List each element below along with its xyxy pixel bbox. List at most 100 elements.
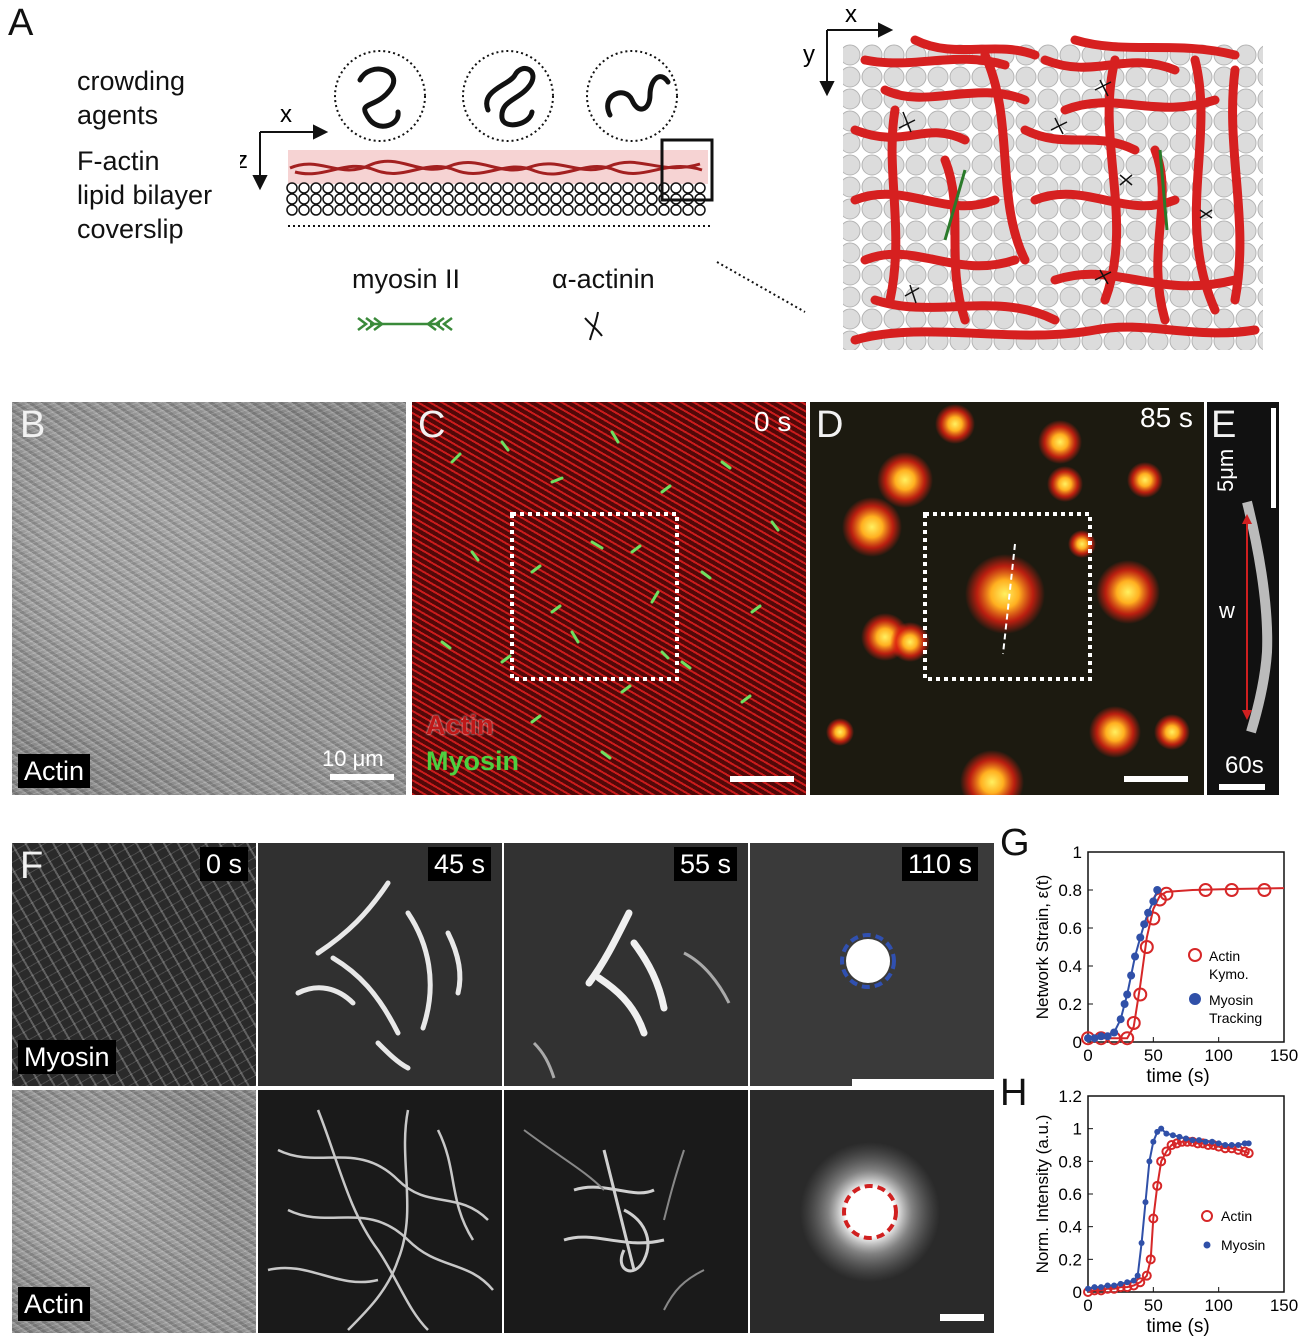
actin-aster-110: [800, 1142, 984, 1321]
panel-e-vscalebar: [1271, 408, 1276, 508]
panel-e-hscalebar: [1219, 784, 1265, 790]
legend-label: Actin: [1221, 1208, 1252, 1224]
x-axis-label: time (s): [1146, 1316, 1209, 1337]
data-point: [1189, 1137, 1196, 1144]
data-point: [1152, 1180, 1163, 1191]
y-tick-label: 0.2: [1058, 1250, 1082, 1269]
y-tick-label: 0.6: [1058, 1185, 1082, 1204]
actinin-label: α-actinin: [552, 264, 655, 294]
zoom-line-lower: [716, 261, 806, 313]
panel-c-image: C 0 s Actin Myosin: [412, 402, 806, 795]
data-point: [1209, 1138, 1216, 1145]
data-point: [1148, 1213, 1159, 1224]
panel-e-w-label: w: [1219, 598, 1235, 623]
legend-label: Kymo.: [1209, 966, 1249, 982]
data-point: [1120, 1000, 1129, 1008]
data-point: [1169, 1132, 1176, 1139]
panel-e-kymograph: E 5μm w 60s: [1207, 402, 1279, 795]
x-axis-label: time (s): [1146, 1066, 1209, 1087]
panel-c-legend-myosin: Myosin: [426, 746, 520, 776]
data-point: [1123, 990, 1132, 999]
y-tick-label: 0.4: [1058, 1218, 1082, 1237]
label-agents: agents: [77, 100, 159, 130]
data-point: [1196, 1137, 1203, 1144]
data-point: [1257, 883, 1272, 897]
x-tick-label: 0: [1083, 1296, 1092, 1315]
myosin-speckles: [440, 430, 780, 760]
data-point: [1131, 952, 1140, 961]
y-tick-label: 0: [1073, 1283, 1082, 1302]
data-point: [1142, 1199, 1149, 1206]
legend-marker: [1203, 1241, 1211, 1249]
label-crowding: crowding: [77, 66, 186, 96]
data-point: [1150, 1138, 1157, 1145]
legend-label: Actin: [1209, 948, 1240, 964]
x-tick-label: 100: [1204, 1296, 1232, 1315]
x-tick-label: 150: [1270, 1046, 1298, 1065]
data-point: [1126, 1016, 1141, 1030]
panel-c-time: 0 s: [754, 406, 792, 437]
data-point: [1104, 1282, 1111, 1289]
myosin-label: myosin II: [352, 264, 461, 294]
data-point: [1091, 1284, 1098, 1291]
data-point: [1149, 897, 1158, 906]
plot-frame: [1087, 1095, 1285, 1293]
f-time-2: 55 s: [674, 847, 738, 881]
myosin-aster-110: [840, 933, 994, 1086]
panel-e-time-label: 60s: [1225, 752, 1264, 779]
label-lipid-bilayer: lipid bilayer: [77, 180, 213, 210]
axis-x-label: x: [280, 101, 292, 128]
data-point: [1156, 1156, 1167, 1167]
data-point: [1084, 1034, 1092, 1043]
data-point: [1130, 1277, 1137, 1284]
legend-label: Tracking: [1209, 1010, 1262, 1026]
data-point: [1166, 1140, 1177, 1150]
legend-label: Myosin: [1221, 1237, 1265, 1253]
y-tick-label: 1: [1073, 843, 1082, 862]
f-time-1: 45 s: [428, 847, 492, 881]
data-point: [1153, 886, 1162, 894]
x-tick-label: 50: [1144, 1046, 1163, 1065]
f-myosin-55s: 55 s: [504, 843, 748, 1086]
panel-label-a: A: [8, 2, 34, 44]
actin-network-55: [523, 1129, 705, 1311]
data-point: [1103, 1032, 1112, 1041]
data-point: [1146, 911, 1161, 926]
panel-label-e: E: [1211, 404, 1237, 446]
data-point: [1133, 987, 1148, 1002]
data-point: [1161, 1146, 1172, 1157]
f-myosin-0s: 0 s Myosin: [12, 843, 256, 1086]
panel-d-image: D 85 s: [810, 402, 1204, 795]
f-row1-tag: Myosin: [18, 1040, 116, 1074]
kymograph-trace: [1242, 500, 1273, 734]
data-point: [1124, 1279, 1131, 1286]
data-point: [1134, 1272, 1141, 1279]
network-schematic: x y: [803, 1, 1263, 350]
f-row2-tag: Actin: [18, 1287, 91, 1321]
chart-g: 0 50 100 150 0 0.2 0.4 0.6 0.8 1 time (s) Network S…: [1033, 843, 1298, 1087]
data-point: [1163, 1130, 1170, 1137]
panel-d-time: 85 s: [1140, 402, 1193, 433]
data-point: [1176, 1133, 1183, 1140]
data-point: [1202, 1138, 1209, 1145]
data-point: [1098, 1284, 1105, 1291]
legend-marker: [1201, 1210, 1213, 1222]
panel-label-b: B: [20, 404, 46, 446]
data-point: [1120, 1031, 1135, 1046]
data-point: [1171, 1138, 1182, 1149]
data-point: [1127, 971, 1136, 980]
data-point: [1141, 1270, 1152, 1281]
data-point: [1144, 908, 1153, 917]
myosin-asters: [826, 404, 1190, 795]
y-tick-label: 0.4: [1058, 957, 1082, 976]
panel-e-scale-label: 5μm: [1213, 448, 1238, 492]
panel-label-f: F: [20, 845, 44, 887]
axis-x-right-label: x: [845, 1, 857, 28]
panel-label-g: G: [1000, 822, 1030, 864]
data-point: [1135, 1277, 1146, 1288]
y-axis-label: Norm. Intensity (a.u.): [1033, 1115, 1052, 1274]
data-point: [1222, 1142, 1229, 1148]
f-actin-55s: [504, 1090, 748, 1333]
panel-c-legend-actin: Actin: [426, 710, 494, 740]
f-time-3: 110 s: [902, 847, 979, 881]
